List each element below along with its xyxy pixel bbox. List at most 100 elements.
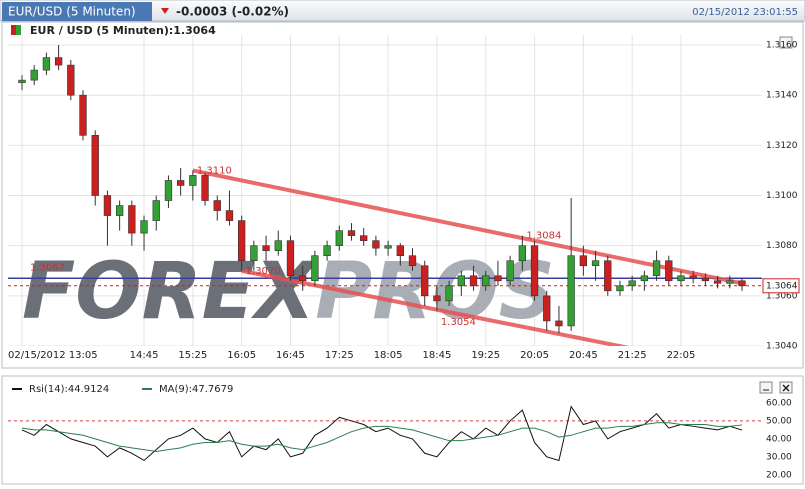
y-tick-label: 1.3100 [766, 191, 798, 201]
pivot-label: 1.3084 [526, 231, 561, 242]
y-tick-label: 40.00 [766, 434, 792, 444]
series-line [21, 405, 743, 462]
candle-body [189, 175, 197, 186]
y-tick-label: 60.00 [766, 398, 792, 408]
candle-body [482, 275, 490, 287]
candle-body [311, 255, 319, 282]
tab-label[interactable]: EUR/USD (5 Minuten) [8, 5, 136, 19]
candle-body [652, 260, 661, 277]
candle-body [713, 280, 722, 284]
candle-body [201, 175, 209, 201]
y-tick-label: 50.00 [766, 416, 792, 426]
x-tick-label: 15:25 [178, 350, 207, 361]
y-tick-label: 1.3060 [766, 291, 798, 301]
candle-body [128, 205, 136, 234]
x-tick-label: 18:45 [423, 350, 452, 361]
rsi-panel [1, 375, 804, 485]
legend-label: Rsi(14):44.9124 [29, 384, 109, 395]
chart-title: EUR / USD (5 Minuten):1.3064 [30, 24, 216, 37]
y-tick-label: 1.3120 [766, 141, 798, 151]
down-arrow [161, 8, 169, 14]
candle-body [140, 220, 148, 234]
candle-body [689, 275, 697, 279]
y-tick-label: 1.3140 [766, 91, 798, 101]
candle-body [543, 295, 551, 322]
candle-body [67, 64, 75, 96]
pivot-label: 1.3110 [197, 165, 232, 176]
x-tick-label: 14:45 [130, 350, 159, 361]
x-tick-label: 02/15/2012 13:05 [8, 350, 98, 361]
icon [16, 25, 21, 35]
candle-body [250, 245, 258, 262]
candle-body [518, 245, 526, 262]
main-panel [1, 21, 804, 369]
x-tick-label: 16:05 [227, 350, 256, 361]
candle-body [42, 57, 51, 71]
candle-body [433, 295, 441, 302]
header-bar [0, 0, 805, 22]
candle-body [30, 69, 38, 81]
candle-body [677, 275, 685, 282]
candle-body [494, 275, 502, 282]
pivot-label: 1.3070 [246, 266, 281, 277]
x-tick-label: 18:05 [374, 350, 403, 361]
candle-body [286, 240, 295, 277]
watermark-part: FOREX [22, 247, 319, 337]
candle-body [274, 240, 282, 251]
trend-line [192, 168, 743, 286]
candle-body [591, 260, 600, 267]
candle-body [738, 280, 746, 287]
candle-body [616, 285, 624, 292]
candle-body [299, 275, 307, 282]
candle-body [91, 135, 99, 196]
candle-body [567, 255, 575, 327]
candle-body [726, 280, 734, 284]
candle-body [323, 245, 331, 257]
x-tick-label: 19:25 [471, 350, 500, 361]
datetime: 02/15/2012 23:01:55 [692, 7, 798, 18]
x-tick-label: 16:45 [276, 350, 305, 361]
reference-label: 1.3067 [30, 262, 65, 273]
candle-body [372, 240, 380, 249]
candle-body [445, 285, 453, 302]
y-tick-label: 20.00 [766, 470, 792, 480]
candle-body [421, 265, 429, 297]
pivot-label: 1.3054 [441, 317, 476, 328]
candle-body [396, 245, 404, 257]
candle-body [335, 230, 343, 246]
minimize-button[interactable] [759, 381, 773, 394]
candle-body [176, 180, 185, 186]
candle-body [152, 200, 160, 221]
candle-body [360, 235, 368, 241]
tab[interactable] [2, 2, 152, 21]
candle-body [225, 210, 234, 221]
candle-body [164, 180, 173, 201]
candle-body [555, 320, 563, 327]
candle-body [506, 260, 514, 282]
plot [8, 405, 762, 462]
candle-body [18, 79, 26, 83]
x-tick-label: 20:45 [569, 350, 598, 361]
y-tick-label: 1.3160 [766, 41, 798, 51]
candle-body [262, 245, 270, 251]
x-tick-label: 17:25 [325, 350, 354, 361]
icon [782, 384, 790, 392]
candle-body [103, 195, 112, 216]
change: -0.0003 (-0.02%) [176, 5, 289, 19]
candle-body [54, 57, 63, 66]
candle-body [457, 275, 465, 287]
icon [11, 25, 16, 35]
candle-body [579, 255, 588, 267]
x-tick-label: 20:05 [520, 350, 549, 361]
candle-body [640, 275, 649, 282]
candle-body [408, 255, 417, 267]
candle-body [701, 277, 710, 282]
candle-body [604, 260, 612, 292]
minimize-button[interactable] [779, 36, 793, 49]
candle-body [384, 245, 392, 249]
candle-body [115, 205, 124, 216]
candle-body [469, 275, 478, 287]
x-tick-label: 22:05 [667, 350, 696, 361]
trend-line [241, 268, 630, 346]
